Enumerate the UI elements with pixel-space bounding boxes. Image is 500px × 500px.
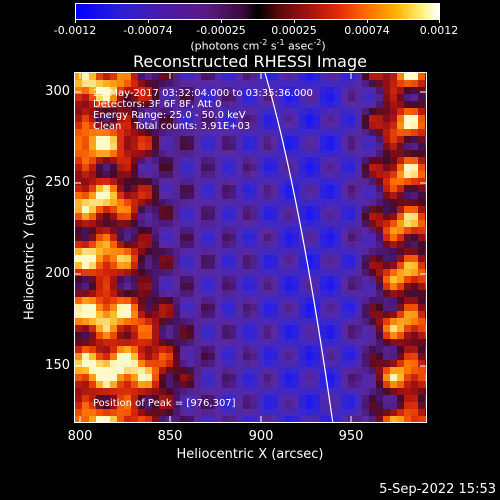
colorbar-tick (367, 19, 368, 23)
peak-position-info: Position of Peak = [976,307] (93, 398, 236, 409)
clean-counts-info: Clean Total counts: 3.91E+03 (93, 121, 251, 132)
x-tick-label: 850 (157, 429, 183, 444)
colorbar-unit-label: (photons cm-2 s-1 asec-2) (190, 38, 326, 53)
plot-title: Reconstructed RHESSI Image (133, 52, 367, 71)
colorbar-tick (294, 19, 295, 23)
colorbar-tick (221, 19, 222, 23)
y-tick-label: 200 (45, 266, 70, 281)
colorbar-tick-label: 0.00074 (344, 24, 390, 37)
colorbar-tick-label: -0.00025 (196, 24, 246, 37)
colorbar-tick-label: -0.00074 (123, 24, 173, 37)
plot-timestamp: 5-Sep-2022 15:53 (379, 482, 496, 497)
colorbar (75, 3, 440, 20)
detectors-info: Detectors: 3F 6F 8F, Att 0 (93, 99, 222, 110)
x-axis-label: Heliocentric X (arcsec) (176, 447, 324, 462)
colorbar-tick-label: 0.0012 (419, 24, 459, 37)
rhessi-image: 29-May-2017 03:32:04.000 to 03:35:36.000… (74, 72, 427, 423)
colorbar-tick-label: -0.0012 (53, 24, 97, 37)
energy-range-info: Energy Range: 25.0 - 50.0 keV (93, 110, 246, 121)
colorbar-tick-label: 0.00025 (271, 24, 317, 37)
colorbar-tick (148, 19, 149, 23)
colorbar-tick (439, 19, 440, 23)
x-tick-label: 950 (338, 429, 364, 444)
x-tick-label: 900 (248, 429, 274, 444)
intensity-map (75, 73, 426, 422)
solar-limb-line (264, 73, 334, 422)
colorbar-tick (75, 19, 76, 23)
y-tick-label: 150 (45, 358, 70, 373)
rhessi-image-map (75, 73, 426, 422)
y-tick-label: 250 (45, 175, 70, 190)
y-tick-label: 300 (45, 84, 70, 99)
observation-time: 29-May-2017 03:32:04.000 to 03:35:36.000 (93, 88, 313, 99)
x-tick-label: 800 (67, 429, 93, 444)
y-axis-label: Heliocentric Y (arcsec) (22, 174, 38, 320)
